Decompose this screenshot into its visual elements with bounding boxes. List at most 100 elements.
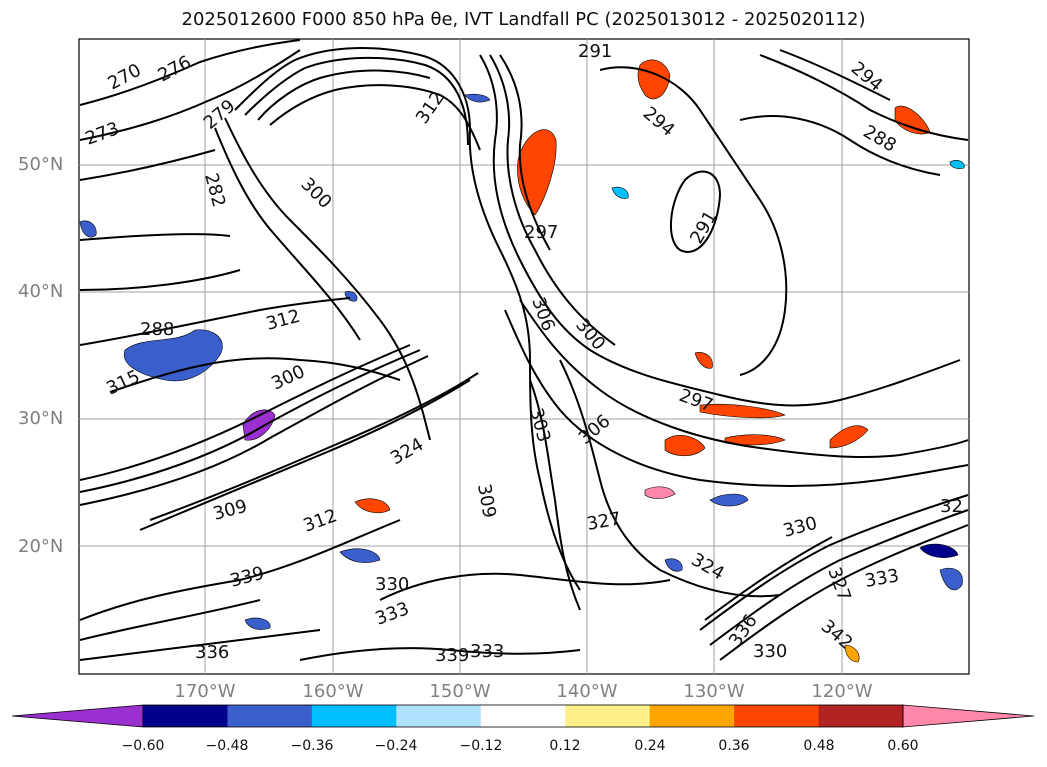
- contour-line: [79, 519, 401, 621]
- contour-line: [719, 524, 969, 661]
- colorbar-cell: [143, 705, 228, 727]
- colorbar-extend-max: [902, 704, 1035, 728]
- map-frame: [78, 38, 970, 675]
- colorbar-cell: [480, 705, 566, 727]
- colorbar-outline: [142, 704, 904, 728]
- figure-title: 2025012600 F000 850 hPa θe, IVT Landfall…: [181, 9, 866, 30]
- map-canvas: 270 276 273 279 282 300 312 291 294 288 …: [78, 38, 970, 675]
- gridlines: [79, 39, 969, 674]
- cyan-patch: [949, 160, 965, 169]
- contour-label: 330: [375, 574, 409, 595]
- lat-label-30N: 30°N: [18, 408, 64, 429]
- lat-label-40N: 40°N: [18, 281, 64, 302]
- contour-label: 32: [940, 496, 963, 517]
- contour-line: [139, 379, 471, 531]
- colorbar-tick: −0.12: [459, 738, 503, 754]
- colorbar-tick: 0.12: [549, 738, 581, 754]
- contour-line: [214, 127, 361, 341]
- contour-line: [79, 49, 301, 141]
- contour-line: [489, 54, 616, 346]
- orange-patch: [354, 498, 391, 514]
- lon-label-160W: 160°W: [302, 681, 364, 702]
- colorbar-cell: [227, 705, 313, 727]
- colorbar-tick: 0.24: [634, 738, 666, 754]
- contour-line: [234, 47, 581, 591]
- colorbar-cell: [565, 705, 651, 727]
- contour-label: 336: [195, 642, 229, 663]
- orange-patch: [664, 435, 706, 457]
- colorbar-tick: −0.60: [121, 738, 165, 754]
- blue-patch: [123, 329, 223, 382]
- contour-line: [79, 39, 301, 106]
- blue-patch: [664, 558, 683, 572]
- contour-line: [504, 309, 969, 487]
- blue-patch: [709, 493, 749, 507]
- lon-label-130W: 130°W: [683, 681, 745, 702]
- contour-line: [759, 54, 969, 141]
- colorbar-tick: 0.36: [718, 738, 750, 754]
- contour-line: [529, 379, 581, 611]
- contour-line: [79, 149, 216, 181]
- colorbar-cell: [818, 705, 904, 727]
- colorbar-cells: [143, 705, 904, 727]
- colorbar-cell: [396, 705, 482, 727]
- lat-label-20N: 20°N: [18, 536, 64, 557]
- blue-patch: [939, 567, 963, 591]
- lon-label-120W: 120°W: [811, 681, 873, 702]
- contour-label: 339: [435, 645, 469, 666]
- blue-patch: [339, 548, 381, 563]
- contour-line: [599, 66, 788, 376]
- orange-patch: [699, 403, 786, 419]
- contour-line: [709, 509, 969, 646]
- contour-line: [739, 115, 941, 176]
- contour-line: [257, 69, 431, 121]
- contour-line: [79, 344, 411, 481]
- contour-line: [79, 269, 241, 291]
- orange-patch: [694, 352, 713, 369]
- lon-label-150W: 150°W: [429, 681, 491, 702]
- colorbar-tick: −0.24: [374, 738, 418, 754]
- navy-patch: [919, 543, 959, 558]
- contour-label: 297: [524, 222, 558, 243]
- contour-line: [479, 54, 961, 407]
- pink-patch: [644, 486, 676, 499]
- orange-patch: [844, 644, 860, 663]
- colorbar-tick: 0.60: [887, 738, 919, 754]
- contour-line: [299, 647, 581, 661]
- contour-line: [699, 494, 969, 631]
- contour-line: [269, 84, 481, 151]
- colorbar-extend-min: [11, 704, 144, 728]
- lat-label-50N: 50°N: [18, 154, 64, 175]
- lon-label-140W: 140°W: [556, 681, 618, 702]
- contour-line: [519, 299, 969, 458]
- contour-line: [79, 599, 261, 641]
- colorbar-cell: [734, 705, 820, 727]
- contour-line: [244, 56, 469, 146]
- orange-patch: [517, 129, 557, 216]
- contour-line: [224, 117, 431, 441]
- colorbar: [11, 704, 1035, 728]
- contour-line: [499, 54, 551, 251]
- blue-patch: [244, 617, 271, 630]
- contour-line: [79, 297, 351, 346]
- contour-line: [79, 355, 429, 506]
- contour-label: 333: [470, 641, 504, 662]
- blue-patch: [464, 93, 491, 103]
- colorbar-tick: 0.48: [803, 738, 835, 754]
- contour-line: [704, 536, 833, 621]
- contour-label: 291: [578, 41, 612, 62]
- colorbar-tick: −0.48: [205, 738, 249, 754]
- contour-line: [79, 233, 231, 241]
- colorbar-cell: [649, 705, 735, 727]
- lon-label-170W: 170°W: [174, 681, 236, 702]
- cyan-patch: [611, 186, 629, 199]
- colorbar-cell: [311, 705, 397, 727]
- contour-line: [109, 357, 401, 393]
- contour-line: [79, 629, 321, 661]
- colorbar-tick: −0.36: [290, 738, 334, 754]
- contour-line: [379, 572, 671, 601]
- orange-patch: [637, 59, 671, 100]
- contour-line: [779, 49, 891, 101]
- contour-line: [149, 372, 479, 521]
- contour-line: [669, 170, 722, 253]
